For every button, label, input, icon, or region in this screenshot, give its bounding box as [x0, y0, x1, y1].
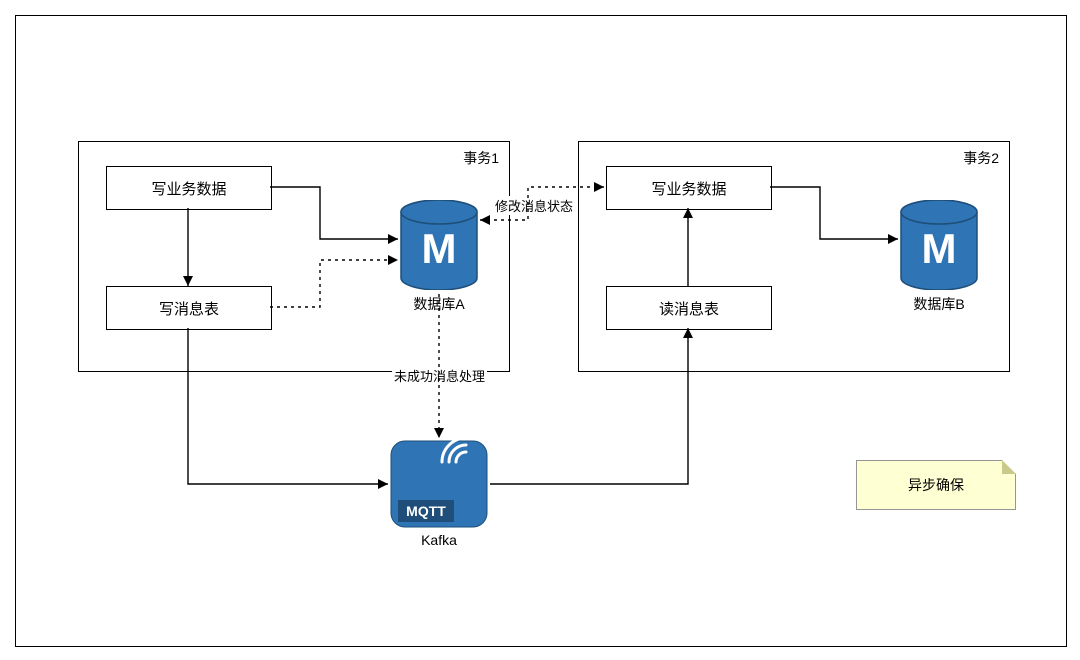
database-a-icon: M 数据库A [400, 200, 478, 290]
note-text: 异步确保 [908, 475, 964, 495]
database-label: 数据库B [900, 294, 978, 314]
edge-label-modify-status: 修改消息状态 [493, 196, 575, 215]
node-write-business-data-1: 写业务数据 [106, 166, 272, 210]
node-write-message-table: 写消息表 [106, 286, 272, 330]
node-label: 写消息表 [159, 298, 219, 319]
group-title: 事务2 [963, 148, 999, 168]
sticky-note: 异步确保 [856, 460, 1016, 510]
database-label: 数据库A [400, 294, 478, 314]
database-b-icon: M 数据库B [900, 200, 978, 290]
node-label: 写业务数据 [151, 178, 226, 199]
kafka-mqtt-icon: MQTT Kafka [390, 440, 488, 528]
diagram-canvas: 事务1 事务2 写业务数据 写消息表 写业务数据 读消息表 M 数据库A M 数… [0, 0, 1080, 660]
svg-text:M: M [422, 225, 457, 272]
node-label: 写业务数据 [651, 178, 726, 199]
group-title: 事务1 [463, 148, 499, 168]
svg-text:MQTT: MQTT [406, 503, 446, 519]
kafka-label: Kafka [390, 532, 488, 548]
node-read-message-table: 读消息表 [606, 286, 772, 330]
node-label: 读消息表 [659, 298, 719, 319]
edge-label-fail-process: 未成功消息处理 [392, 366, 487, 385]
svg-text:M: M [922, 225, 957, 272]
node-write-business-data-2: 写业务数据 [606, 166, 772, 210]
